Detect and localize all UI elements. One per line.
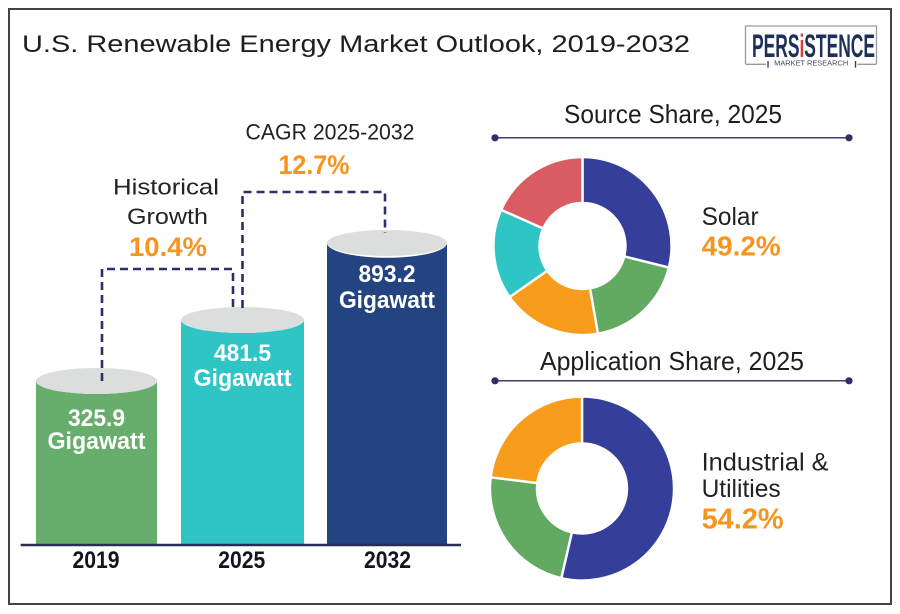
svg-text:Gigawatt: Gigawatt (339, 287, 435, 314)
svg-text:2025: 2025 (218, 547, 265, 574)
svg-text:325.9: 325.9 (68, 405, 125, 432)
svg-text:2032: 2032 (364, 547, 411, 574)
svg-text:Source Share, 2025: Source Share, 2025 (564, 99, 782, 129)
svg-text:49.2%: 49.2% (702, 230, 781, 261)
svg-text:2019: 2019 (73, 547, 120, 574)
svg-text:U.S. Renewable Energy Market O: U.S. Renewable Energy Market Outlook, 20… (22, 31, 690, 58)
svg-text:893.2: 893.2 (359, 261, 416, 288)
svg-text:Gigawatt: Gigawatt (48, 428, 146, 455)
svg-text:Industrial &: Industrial & (702, 449, 829, 477)
svg-text:Historical: Historical (113, 175, 219, 200)
svg-text:54.2%: 54.2% (702, 504, 784, 536)
svg-text:12.7%: 12.7% (279, 150, 350, 180)
svg-text:PERSiSTENCE: PERSiSTENCE (752, 28, 875, 64)
svg-text:Solar: Solar (702, 203, 759, 231)
svg-text:481.5: 481.5 (214, 340, 271, 367)
svg-text:Growth: Growth (127, 204, 208, 229)
svg-text:10.4%: 10.4% (129, 232, 207, 262)
svg-text:Application Share, 2025: Application Share, 2025 (540, 346, 804, 376)
svg-text:MARKET RESEARCH: MARKET RESEARCH (774, 58, 848, 67)
svg-text:Utilities: Utilities (702, 475, 781, 503)
svg-text:CAGR 2025-2032: CAGR 2025-2032 (246, 120, 415, 145)
svg-text:Gigawatt: Gigawatt (194, 365, 292, 392)
